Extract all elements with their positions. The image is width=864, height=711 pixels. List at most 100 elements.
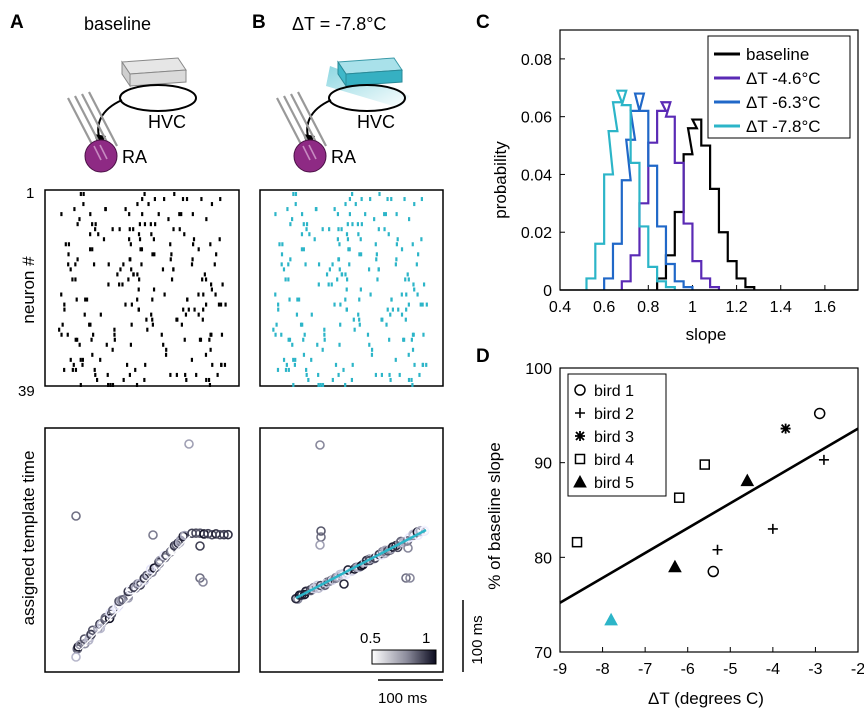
template-point xyxy=(71,511,81,521)
chart-d-xlabel: ΔT (degrees C) xyxy=(648,689,764,708)
template-point xyxy=(219,529,229,540)
chart-c-xtick: 0.6 xyxy=(593,299,615,316)
panel-b-ra-label: RA xyxy=(331,147,356,167)
chart-d-legend-label: bird 4 xyxy=(594,452,634,469)
chart-d-legend: bird 1 bird 2 bird 3 bird 4 bird 5 xyxy=(567,373,667,497)
chart-d-legend-label: bird 3 xyxy=(594,429,634,446)
template-point xyxy=(401,573,411,583)
chart-d-ylabel: % of baseline slope xyxy=(485,442,504,589)
chart-d-ytick: 70 xyxy=(534,645,552,662)
colorbar-min: 0.5 xyxy=(360,630,381,647)
template-ylabel: assigned template time xyxy=(19,451,38,626)
template-point xyxy=(198,577,208,587)
chart-c-ytick: 0.08 xyxy=(521,52,552,69)
template-point xyxy=(223,529,233,540)
template-b-points xyxy=(291,440,430,604)
chart-c-xtick: 0.8 xyxy=(637,299,659,316)
chart-d-fit-line xyxy=(559,427,859,604)
raster-a-spikes xyxy=(58,192,227,387)
template-point xyxy=(403,543,413,553)
chart-d-point xyxy=(780,423,791,434)
chart-c-ytick: 0.04 xyxy=(521,167,552,184)
raster-b-frame xyxy=(259,189,444,387)
template-point xyxy=(195,541,205,551)
chart-d-xtick: -9 xyxy=(553,661,567,678)
template-a-points xyxy=(71,439,233,662)
raster-b-spikes xyxy=(272,192,428,387)
chart-c-xtick: 1.4 xyxy=(770,299,792,316)
chart-d-xtick: -5 xyxy=(723,661,737,678)
panel-b-title: ΔT = -7.8°C xyxy=(292,14,386,34)
chart-c-xtick: 1.2 xyxy=(725,299,747,316)
chart-c-ytick: 0.06 xyxy=(521,110,552,127)
chart-d-point xyxy=(813,407,826,420)
chart-c-xtick: 0.4 xyxy=(549,299,571,316)
chart-d-legend-label: bird 1 xyxy=(594,383,634,400)
panel-a-hvc-label: HVC xyxy=(148,112,186,132)
panel-label-a: A xyxy=(10,12,24,33)
chart-d-legend-marker xyxy=(573,474,587,488)
chart-c-series-line xyxy=(656,118,756,290)
chart-d-legend-label: bird 2 xyxy=(594,406,634,423)
chart-d-frame xyxy=(559,367,859,653)
chart-c-series-line xyxy=(603,92,694,290)
chart-d-xtick: -8 xyxy=(595,661,609,678)
chart-c-legend-label: baseline xyxy=(746,45,809,64)
template-b-frame xyxy=(259,427,444,673)
chart-c: probability slope 0.4 0.6 0.8 1 1.2 1.4 1.6 0 0.… xyxy=(491,29,859,344)
raster-ytick-bottom: 39 xyxy=(18,383,35,400)
chart-c-legend: baseline ΔT -4.6°C ΔT -6.3°C ΔT -7.8°C xyxy=(707,35,851,139)
chart-d-xtick: -7 xyxy=(638,661,652,678)
chart-d-ytick: 80 xyxy=(534,550,552,567)
template-point xyxy=(339,579,349,589)
chart-c-ytick: 0.02 xyxy=(521,225,552,242)
chart-d-legend-marker xyxy=(575,408,585,418)
colorbar xyxy=(371,649,437,665)
chart-c-xtick: 1.6 xyxy=(814,299,836,316)
chart-c-legend-label: ΔT -4.6°C xyxy=(746,69,821,88)
chart-d-point xyxy=(712,544,723,555)
cooling-probe xyxy=(337,57,403,88)
template-point xyxy=(105,608,115,618)
chart-d-ytick: 100 xyxy=(525,361,552,378)
chart-d-ytick: 90 xyxy=(534,456,552,473)
chart-d-xtick: -4 xyxy=(766,661,780,678)
panel-a-ra-label: RA xyxy=(122,147,147,167)
panel-label-d: D xyxy=(476,346,490,367)
chart-c-xlabel: slope xyxy=(686,325,727,344)
panel-a-title: baseline xyxy=(84,14,151,34)
panel-label-c: C xyxy=(476,12,490,33)
panel-label-b: B xyxy=(252,12,266,33)
raster-a-frame xyxy=(44,189,240,387)
chart-d-point xyxy=(767,523,778,534)
chart-c-xtick: 1 xyxy=(688,299,697,316)
hvc-probe xyxy=(121,57,187,88)
chart-d-point xyxy=(740,473,755,487)
chart-d-highlight-point xyxy=(604,612,618,626)
template-a-frame xyxy=(44,427,240,673)
template-point xyxy=(184,439,194,449)
template-point xyxy=(95,623,106,634)
template-point xyxy=(104,613,115,624)
chart-c-ytick: 0 xyxy=(543,283,552,300)
template-point xyxy=(71,652,81,662)
template-point xyxy=(315,440,325,450)
raster-ylabel: neuron # xyxy=(19,256,38,324)
template-point xyxy=(315,540,325,550)
panel-a-schematic: baseline HVC RA xyxy=(67,14,197,173)
ra-nucleus xyxy=(84,139,118,173)
hvc-ellipse xyxy=(119,84,197,112)
chart-d-xtick: -2 xyxy=(851,661,864,678)
scalebar-v-label: 100 ms xyxy=(469,615,486,664)
chart-d-legend-marker xyxy=(574,384,586,396)
hvc-ellipse-cooled xyxy=(328,84,406,112)
chart-d-legend-label: bird 5 xyxy=(594,475,634,492)
chart-d-point xyxy=(571,536,583,548)
colorbar-max: 1 xyxy=(422,630,430,647)
template-point xyxy=(316,526,326,536)
ra-nucleus-b xyxy=(293,139,327,173)
chart-c-legend-label: ΔT -6.3°C xyxy=(746,93,821,112)
chart-d-point xyxy=(699,459,710,470)
panel-b-schematic: ΔT = -7.8°C HVC RA xyxy=(276,14,410,173)
